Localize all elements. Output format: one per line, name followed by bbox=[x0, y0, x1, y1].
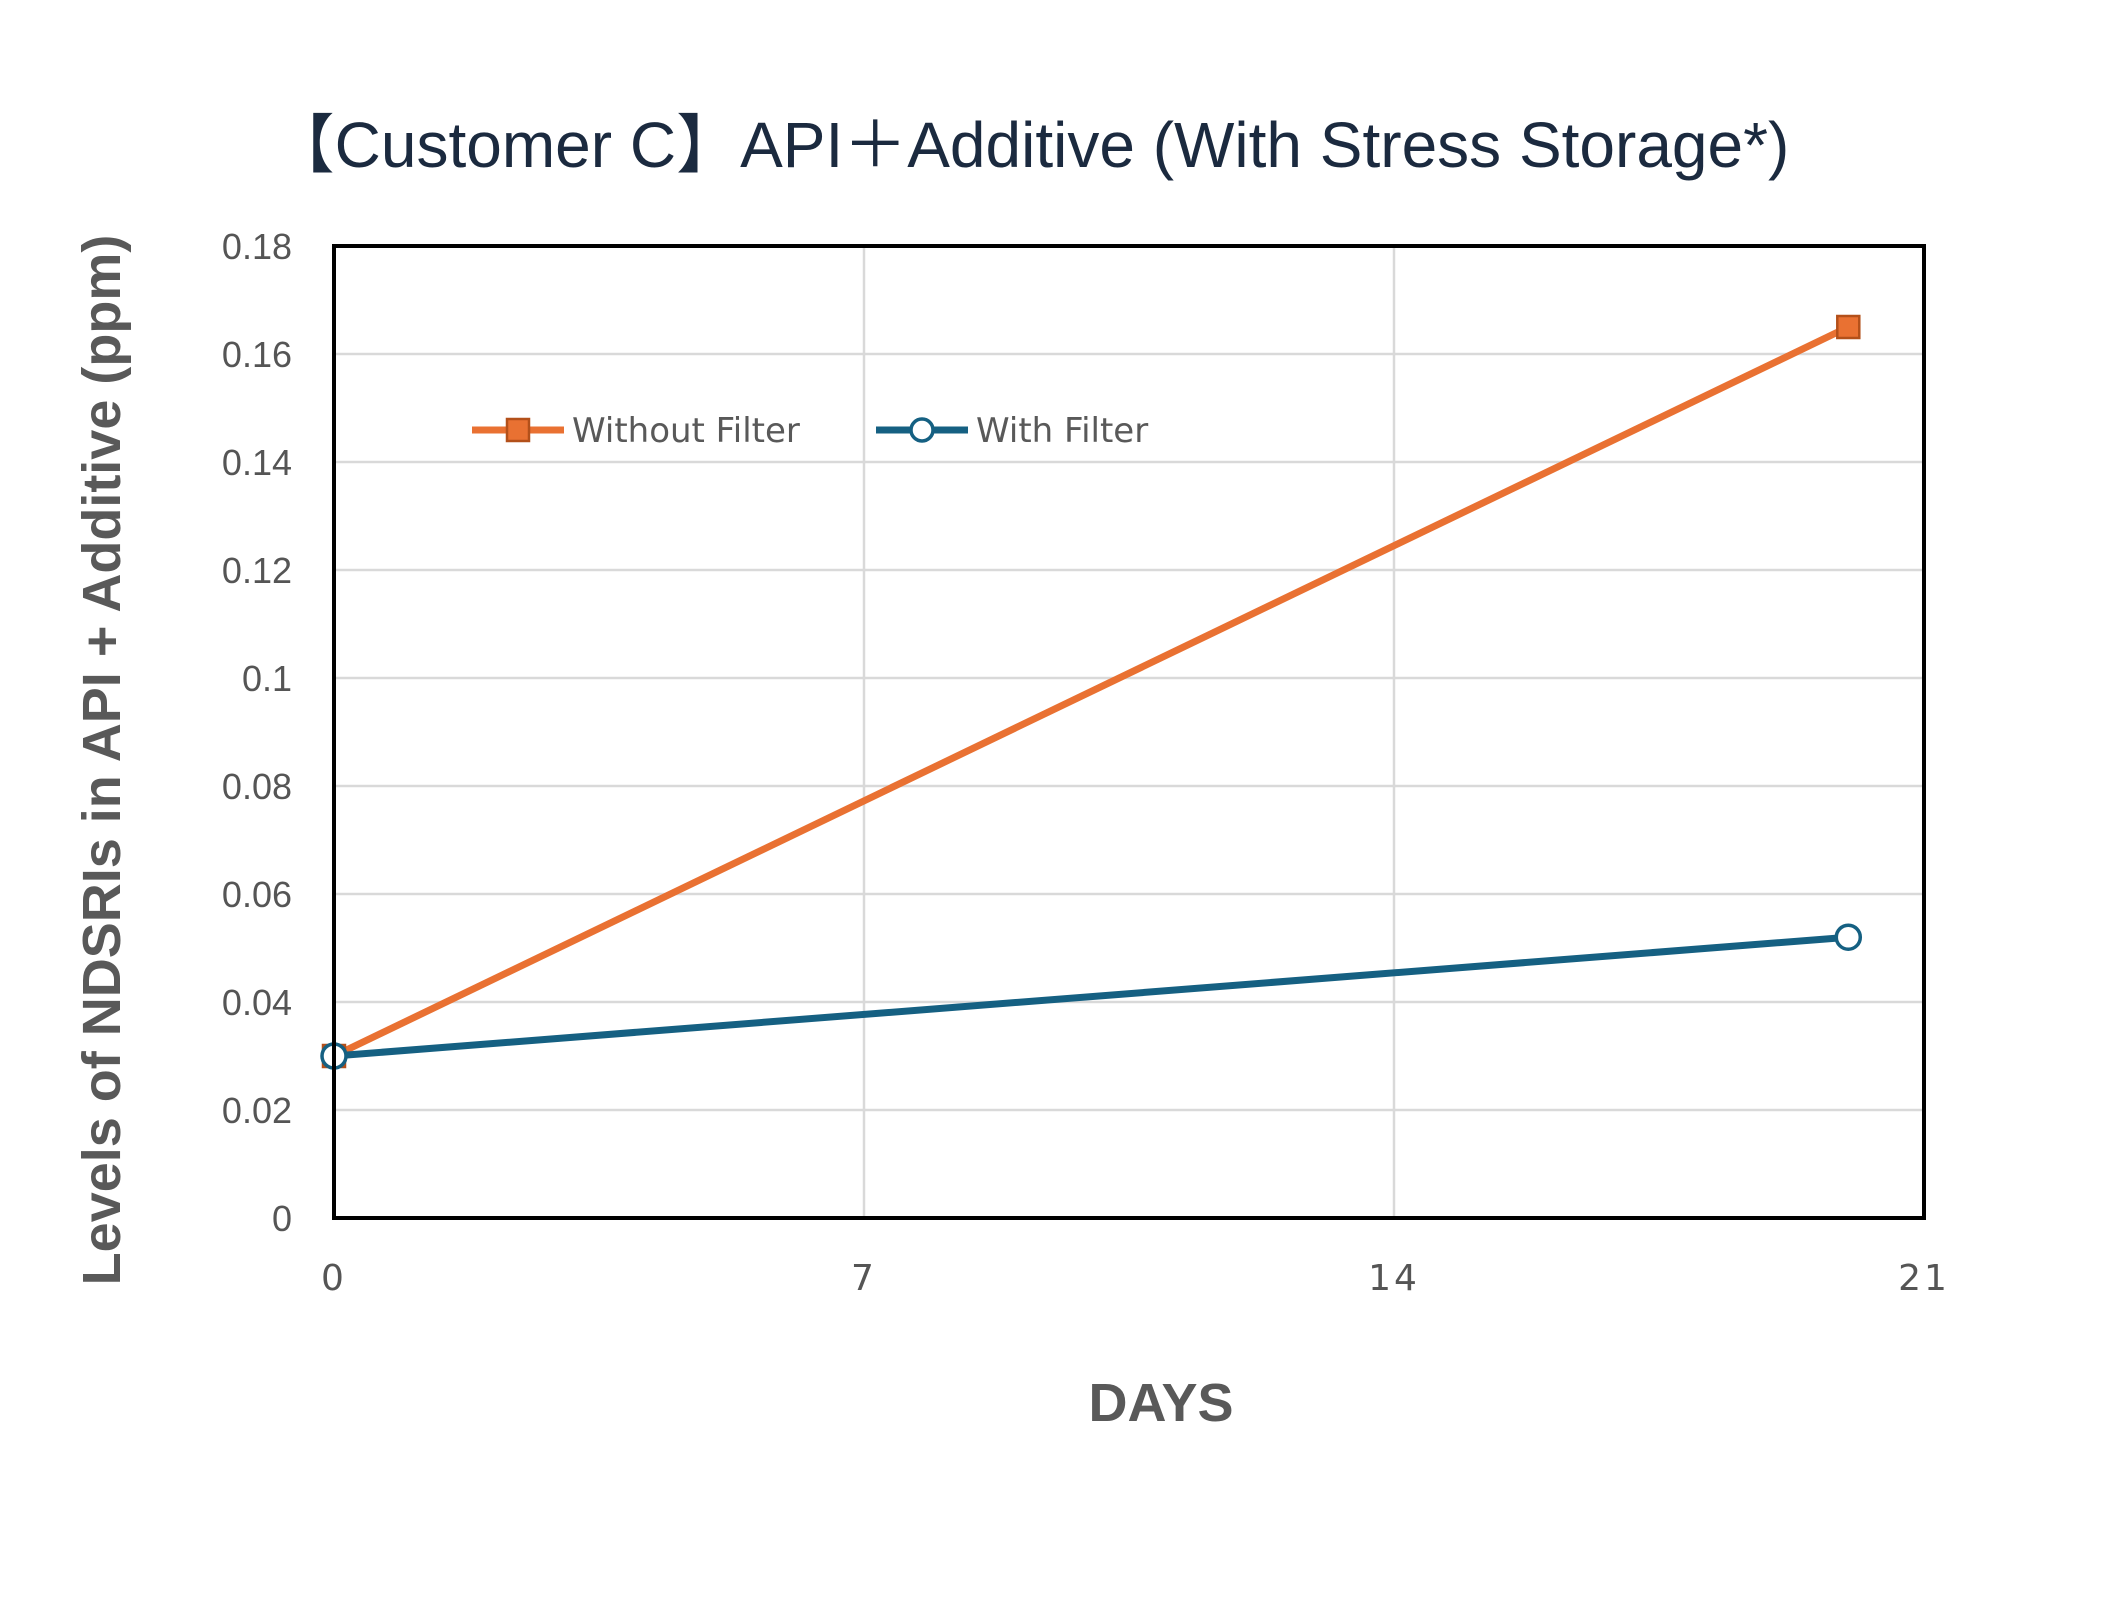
x-tick-label: 14 bbox=[1368, 1258, 1420, 1299]
x-axis-label: DAYS bbox=[1088, 1373, 1233, 1433]
x-tick-label: 7 bbox=[851, 1258, 877, 1299]
series-line bbox=[332, 323, 1850, 1060]
y-axis-ticks: 0 0.02 0.04 0.06 0.08 0.1 0.12 0.14 0.16 0.18 bbox=[222, 226, 292, 1239]
legend-marker-square bbox=[505, 417, 531, 443]
series-with-filter bbox=[320, 923, 1863, 1070]
y-tick-label: 0.06 bbox=[222, 874, 292, 915]
x-axis-ticks: 0 7 14 21 bbox=[321, 1258, 1950, 1299]
legend-label: Without Filter bbox=[572, 411, 800, 451]
chart-title: 【Customer C】API＋Additive (With Stress St… bbox=[271, 109, 1790, 181]
data-point-square bbox=[1836, 314, 1861, 340]
series-line bbox=[333, 933, 1849, 1060]
legend: Without Filter With Filter bbox=[472, 411, 1148, 451]
legend-marker-circle bbox=[909, 417, 935, 443]
x-tick-label: 0 bbox=[321, 1258, 347, 1299]
data-point-circle bbox=[1834, 923, 1863, 951]
legend-item: Without Filter bbox=[472, 411, 800, 451]
y-tick-label: 0.14 bbox=[222, 442, 292, 483]
y-tick-label: 0.16 bbox=[222, 334, 292, 375]
legend-item: With Filter bbox=[876, 411, 1148, 451]
y-tick-label: 0.08 bbox=[222, 766, 292, 807]
x-tick-label: 21 bbox=[1898, 1258, 1950, 1299]
plot-area-frame bbox=[332, 244, 1926, 1220]
y-tick-label: 0 bbox=[272, 1198, 292, 1239]
y-tick-label: 0.18 bbox=[222, 226, 292, 267]
y-tick-label: 0.1 bbox=[242, 658, 292, 699]
gridlines bbox=[334, 246, 1924, 1218]
y-tick-label: 0.12 bbox=[222, 550, 292, 591]
y-tick-label: 0.02 bbox=[222, 1090, 292, 1131]
y-tick-label: 0.04 bbox=[222, 982, 292, 1023]
y-axis-label: Levels of NDSRIs in API + Additive (ppm) bbox=[72, 235, 132, 1286]
legend-label: With Filter bbox=[976, 411, 1148, 451]
